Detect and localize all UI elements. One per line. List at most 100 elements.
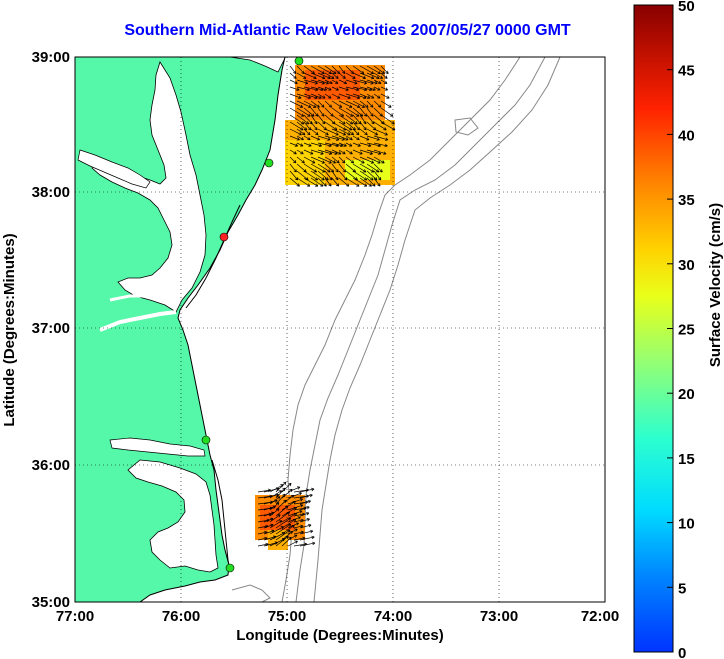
velocity-arrow bbox=[359, 121, 367, 131]
velocity-arrow bbox=[331, 177, 340, 187]
velocity-arrow bbox=[352, 72, 366, 80]
velocity-arrow bbox=[331, 128, 347, 136]
colorbar-tick-label: 30 bbox=[678, 257, 695, 274]
bathymetry-contour bbox=[295, 57, 546, 602]
velocity-arrow bbox=[263, 517, 274, 523]
velocity-arrow bbox=[287, 522, 299, 529]
velocity-arrow bbox=[380, 100, 392, 108]
velocity-arrow bbox=[289, 114, 305, 125]
velocity-arrow bbox=[345, 149, 353, 155]
velocity-arrow bbox=[310, 177, 324, 187]
velocity-arrow bbox=[352, 163, 367, 173]
velocity-arrow bbox=[269, 496, 281, 505]
velocity-arrow bbox=[331, 142, 344, 148]
velocity-arrow bbox=[289, 149, 297, 155]
velocity-arrow bbox=[366, 93, 375, 99]
y-axis-label: Latitude (Degrees:Minutes) bbox=[1, 233, 18, 426]
velocity-arrow bbox=[287, 492, 302, 499]
velocity-arrow bbox=[310, 128, 319, 136]
velocity-arrow bbox=[275, 481, 287, 493]
velocity-arrow bbox=[366, 72, 380, 80]
colorbar-tick-label: 10 bbox=[678, 516, 695, 533]
velocity-arrow bbox=[359, 156, 375, 164]
velocity-arrow bbox=[359, 65, 374, 75]
radar-station bbox=[264, 158, 274, 168]
velocity-arrow bbox=[352, 121, 360, 131]
chesapeake-bay bbox=[91, 61, 207, 313]
velocity-arrow bbox=[303, 72, 317, 80]
velocity-arrow bbox=[289, 79, 298, 85]
velocity-arrow bbox=[324, 177, 332, 187]
velocity-arrow bbox=[380, 79, 388, 84]
velocity-arrow bbox=[303, 128, 311, 136]
velocity-arrow bbox=[345, 114, 358, 125]
velocity-arrow bbox=[331, 72, 339, 79]
radar-station bbox=[294, 57, 304, 66]
velocity-arrow bbox=[338, 156, 346, 164]
velocity-arrow bbox=[345, 93, 361, 100]
velocity-arrow bbox=[338, 135, 349, 141]
velocity-arrow bbox=[338, 121, 353, 131]
velocity-arrow bbox=[296, 149, 304, 155]
velocity-arrow bbox=[352, 128, 360, 136]
velocity-arrow bbox=[380, 93, 390, 99]
velocity-arrow bbox=[345, 86, 360, 92]
velocity-arrow bbox=[352, 79, 368, 85]
velocity-arrow bbox=[380, 72, 388, 79]
velocity-arrow bbox=[296, 142, 304, 147]
velocity-arrow bbox=[352, 135, 360, 141]
y-tick-label: 35:00 bbox=[32, 594, 70, 611]
velocity-arrow bbox=[310, 100, 320, 108]
barrier-islands bbox=[185, 204, 241, 309]
velocity-arrow bbox=[303, 79, 318, 85]
radar-station bbox=[225, 563, 235, 573]
velocity-arrow bbox=[317, 72, 331, 80]
velocity-arrow bbox=[299, 518, 310, 523]
colorbar-tick-label: 45 bbox=[678, 63, 695, 80]
colorbar-tick-label: 40 bbox=[678, 127, 695, 144]
outer-banks bbox=[211, 459, 231, 573]
velocity-arrow bbox=[359, 72, 375, 80]
velocity-arrow bbox=[317, 93, 326, 99]
velocity-arrow bbox=[317, 163, 331, 173]
colorbar-tick-label: 15 bbox=[678, 451, 695, 468]
velocity-arrow bbox=[303, 149, 314, 155]
velocity-arrow bbox=[317, 177, 327, 187]
velocity-arrow bbox=[317, 100, 325, 108]
x-tick-label: 72:00 bbox=[581, 608, 619, 625]
velocity-arrow bbox=[289, 163, 297, 173]
velocity-arrow bbox=[338, 114, 354, 125]
velocity-arrow bbox=[310, 156, 325, 164]
velocity-arrow bbox=[287, 510, 303, 517]
velocity-arrow bbox=[366, 128, 379, 136]
x-tick-label: 75:00 bbox=[268, 608, 306, 625]
velocity-arrow bbox=[310, 142, 322, 148]
bathymetry-contour bbox=[454, 117, 479, 136]
x-tick-label: 76:00 bbox=[162, 608, 200, 625]
velocity-arrow bbox=[373, 170, 382, 181]
velocity-arrow bbox=[310, 135, 321, 141]
velocity-arrow bbox=[338, 65, 346, 75]
velocity-arrow bbox=[303, 100, 317, 108]
velocity-arrow bbox=[317, 107, 325, 117]
velocity-arrow bbox=[366, 177, 376, 187]
y-tick-label: 38:00 bbox=[32, 184, 70, 201]
velocity-arrow bbox=[299, 529, 314, 535]
velocity-arrow bbox=[331, 107, 345, 117]
colorbar-label: Surface Velocity (cm/s) bbox=[707, 203, 724, 367]
velocity-arrow bbox=[352, 100, 366, 108]
velocity-arrow bbox=[296, 135, 304, 141]
velocity-arrow bbox=[303, 177, 319, 187]
velocity-arrow bbox=[345, 128, 355, 136]
velocity-arrow bbox=[359, 128, 368, 136]
velocity-arrow bbox=[338, 177, 350, 187]
velocity-arrow bbox=[303, 170, 319, 181]
velocity-arrow bbox=[380, 121, 396, 131]
x-tick-label: 77:00 bbox=[56, 608, 94, 625]
velocity-arrow bbox=[373, 79, 382, 85]
velocity-arrow bbox=[303, 121, 312, 131]
velocity-arrow bbox=[373, 121, 387, 131]
velocity-arrow bbox=[310, 65, 325, 75]
colorbar-tick-label: 50 bbox=[678, 0, 695, 15]
